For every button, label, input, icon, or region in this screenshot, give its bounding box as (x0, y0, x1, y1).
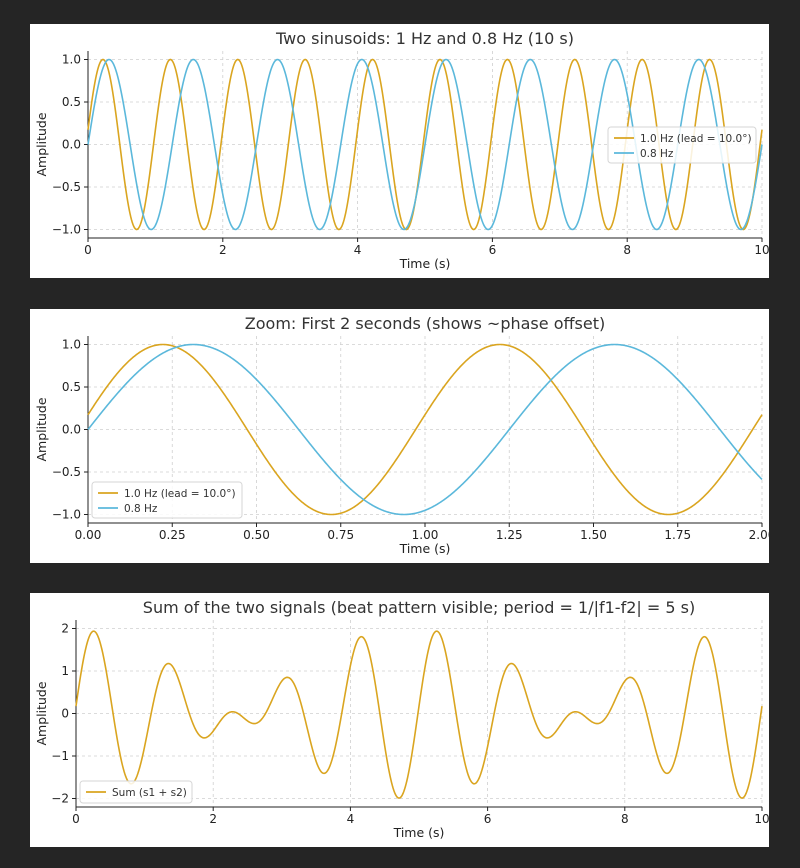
y-tick-label: 0.5 (62, 95, 81, 109)
chart-panel-3: Sum of the two signals (beat pattern vis… (30, 593, 769, 847)
series-line-2 (87, 58, 763, 231)
x-tick-label: 2 (219, 243, 227, 257)
x-tick-label: 0.00 (75, 528, 102, 542)
y-tick-label: 0 (61, 707, 69, 721)
y-tick-label: 1.0 (62, 338, 81, 352)
legend-box (91, 481, 243, 519)
legend-box (607, 126, 757, 164)
x-tick-label: 1.00 (412, 528, 439, 542)
legend-label-1: 1.0 Hz (lead = 10.0°) (124, 488, 236, 500)
legend-label-1: Sum (s1 + s2) (112, 787, 187, 799)
y-tick-label: −0.5 (52, 465, 81, 479)
y-tick-label: −1.0 (52, 223, 81, 237)
y-tick-label: 0.0 (62, 138, 81, 152)
x-tick-label: 0.50 (243, 528, 270, 542)
x-tick-label: 2 (209, 812, 217, 826)
legend-label-2: 0.8 Hz (640, 148, 674, 160)
x-axis-label: Time (s) (393, 825, 445, 840)
series-line-1 (75, 630, 763, 799)
x-tick-label: 0.25 (159, 528, 186, 542)
chart-title: Zoom: First 2 seconds (shows ~phase offs… (245, 314, 605, 333)
legend-box (79, 780, 193, 804)
y-tick-label: 2 (61, 622, 69, 636)
x-tick-label: 8 (623, 243, 631, 257)
x-tick-label: 6 (489, 243, 497, 257)
x-axis-label: Time (s) (399, 541, 451, 556)
chart-1: Two sinusoids: 1 Hz and 0.8 Hz (10 s) 0 2 4… (34, 29, 769, 271)
x-tick-label: 10 (754, 812, 769, 826)
y-tick-label: 0.0 (62, 423, 81, 437)
x-tick-label: 8 (621, 812, 629, 826)
x-tick-label: 4 (347, 812, 355, 826)
x-tick-label: 10 (754, 243, 769, 257)
x-tick-label: 0 (72, 812, 80, 826)
chart-title: Two sinusoids: 1 Hz and 0.8 Hz (10 s) (275, 29, 574, 48)
x-tick-label: 6 (484, 812, 492, 826)
x-tick-label: 1.50 (580, 528, 607, 542)
y-tick-label: 1 (61, 664, 69, 678)
chart-title: Sum of the two signals (beat pattern vis… (143, 598, 695, 617)
x-tick-label: 2.00 (749, 528, 769, 542)
y-axis-label: Amplitude (34, 397, 49, 461)
y-axis-label: Amplitude (34, 112, 49, 176)
legend-label-2: 0.8 Hz (124, 503, 158, 515)
x-tick-label: 1.75 (664, 528, 691, 542)
chart-2: Zoom: First 2 seconds (shows ~phase offs… (34, 314, 769, 556)
x-tick-label: 0 (84, 243, 92, 257)
y-tick-label: −1 (51, 749, 69, 763)
y-tick-label: 1.0 (62, 53, 81, 67)
x-tick-label: 0.75 (327, 528, 354, 542)
y-axis-label: Amplitude (34, 681, 49, 745)
x-axis-label: Time (s) (399, 256, 451, 271)
y-tick-label: 0.5 (62, 380, 81, 394)
series-line-2 (87, 343, 763, 516)
legend-label-1: 1.0 Hz (lead = 10.0°) (640, 133, 752, 145)
y-tick-label: −2 (51, 792, 69, 806)
chart-3: Sum of the two signals (beat pattern vis… (34, 598, 769, 840)
chart-panel-2: Zoom: First 2 seconds (shows ~phase offs… (30, 309, 769, 563)
x-tick-label: 1.25 (496, 528, 523, 542)
series-line-1 (87, 343, 763, 516)
x-tick-label: 4 (354, 243, 362, 257)
chart-panel-1: Two sinusoids: 1 Hz and 0.8 Hz (10 s) 0 2 4… (30, 24, 769, 278)
y-tick-label: −0.5 (52, 180, 81, 194)
series-line-1 (87, 58, 763, 231)
y-tick-label: −1.0 (52, 508, 81, 522)
